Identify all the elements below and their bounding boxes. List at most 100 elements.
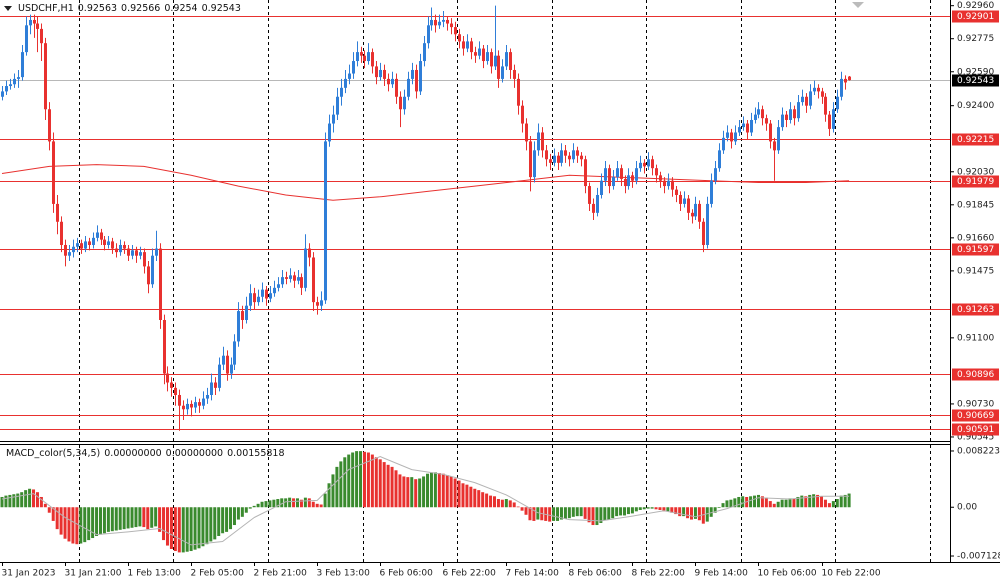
candle-body <box>663 180 666 187</box>
candle-body <box>765 118 768 124</box>
candle-body <box>253 293 256 303</box>
macd-bar <box>75 507 79 545</box>
macd-bar <box>347 454 351 508</box>
candle-body <box>564 150 567 156</box>
candle-body <box>521 105 524 124</box>
macd-bar <box>284 498 288 508</box>
candle-body <box>805 96 808 106</box>
macd-bar <box>536 507 540 520</box>
candle-body <box>643 162 646 167</box>
candle-body <box>68 252 71 256</box>
macd-bar <box>674 507 678 515</box>
macd-bar <box>552 507 556 521</box>
candle-body <box>103 239 106 245</box>
candle-body <box>813 87 816 92</box>
macd-bar <box>24 490 28 508</box>
macd-bar <box>217 507 221 536</box>
macd-bar <box>760 496 764 508</box>
macd-bar <box>406 477 410 508</box>
candle-body <box>553 155 556 163</box>
macd-bar <box>398 474 402 508</box>
macd-bar <box>575 507 579 517</box>
candle-body <box>383 69 386 79</box>
candle-body <box>533 150 536 178</box>
macd-bar <box>816 494 820 508</box>
macd-bar <box>169 507 173 549</box>
macd-bar <box>83 507 87 543</box>
macd-bar <box>623 507 627 516</box>
macd-bar <box>366 452 370 508</box>
candle-body <box>312 257 315 303</box>
menu-arrow[interactable] <box>4 6 12 11</box>
macd-bar <box>473 488 477 508</box>
candle-body <box>84 241 87 249</box>
candle-body <box>462 41 465 49</box>
candle-body <box>600 180 603 195</box>
candle-body <box>249 293 252 306</box>
macd-bar <box>126 507 130 529</box>
macd-bar <box>181 507 185 553</box>
candle-body <box>198 402 201 406</box>
macd-bar <box>142 507 146 528</box>
level-label: 0.90591 <box>957 425 994 435</box>
macd-bar <box>686 507 690 519</box>
candle-body <box>56 203 59 222</box>
candle-body <box>36 23 39 29</box>
candle-body <box>840 78 843 97</box>
macd-bar <box>477 490 481 508</box>
macd-bar <box>79 507 83 544</box>
level-tag <box>952 409 999 422</box>
macd-bar <box>690 507 693 520</box>
level-tag <box>952 175 999 188</box>
candle-body <box>304 248 307 288</box>
macd-bar <box>280 498 284 508</box>
macd-bar <box>236 507 240 520</box>
candle-body <box>694 203 697 217</box>
candle-body <box>320 300 323 306</box>
candle-body <box>667 180 670 187</box>
macd-bar <box>504 499 508 508</box>
candle-body <box>107 241 110 245</box>
candle-body <box>289 275 292 279</box>
candle-body <box>123 244 126 249</box>
macd-bar <box>658 507 662 510</box>
macd-bar <box>579 507 583 517</box>
macd-bar <box>260 501 264 508</box>
macd-bar <box>118 507 122 530</box>
macd-bar <box>697 507 701 521</box>
candle-body <box>269 293 272 299</box>
candle-body <box>340 87 343 97</box>
candle-body <box>801 96 804 103</box>
candle-body <box>576 150 579 156</box>
macd-bar <box>489 495 493 508</box>
candle-body <box>679 194 682 204</box>
macd-bar <box>437 473 441 508</box>
candle-body <box>742 123 745 128</box>
macd-bar <box>158 507 162 532</box>
candle-body <box>836 96 839 110</box>
macd-bar <box>193 507 197 550</box>
candle-body <box>655 168 658 176</box>
macd-bar <box>812 494 816 508</box>
macd-bar <box>378 459 382 508</box>
candle-body <box>1 91 4 97</box>
macd-bar <box>99 507 102 535</box>
macd-name: MACD_color(5,34,5) <box>6 448 101 459</box>
macd-bar <box>469 486 473 508</box>
macd-bar <box>567 507 571 519</box>
y-tick-label: 0.90545 <box>957 432 994 442</box>
macd-bar <box>733 498 737 508</box>
macd-bar <box>630 507 634 514</box>
candle-body <box>48 109 51 142</box>
macd-bar <box>516 506 520 508</box>
candle-body <box>115 248 118 253</box>
candle-body <box>29 19 32 26</box>
candle-body <box>529 141 532 178</box>
candle-body <box>659 175 662 181</box>
candle-body <box>434 19 437 26</box>
level-tag <box>952 10 999 23</box>
candle-body <box>446 19 449 24</box>
candle-body <box>505 52 508 67</box>
macd-bar <box>847 493 851 508</box>
